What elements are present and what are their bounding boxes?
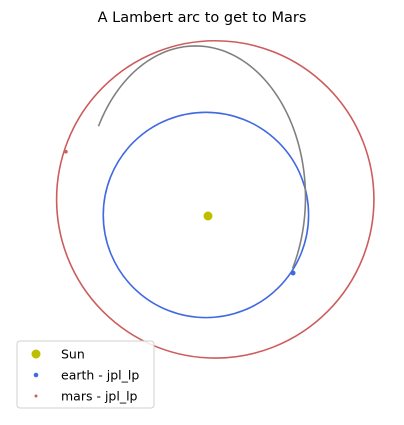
- legend-label-sun: Sun: [61, 347, 85, 362]
- legend-frame: [16, 340, 155, 409]
- earth-jpl-lp-marker: [290, 270, 296, 276]
- legend-marker-earth-jpl-lp: [33, 372, 39, 378]
- mars-jpl-lp-marker: [64, 149, 68, 154]
- chart-title: A Lambert arc to get to Mars: [98, 10, 307, 26]
- legend-marker-sun: [31, 349, 41, 359]
- sun-point: [203, 211, 213, 221]
- mars-jpl-lp-orbit: [55, 39, 375, 359]
- legend-label-earth-jpl-lp: earth - jpl_lp: [61, 368, 139, 383]
- orbits-layer: [55, 39, 375, 359]
- legend-marker-mars-jpl-lp: [34, 394, 38, 398]
- lambert-transfer-arc: [97, 45, 307, 269]
- plot-area: [55, 39, 375, 359]
- legend-label-mars-jpl-lp: mars - jpl_lp: [61, 389, 138, 404]
- earth-jpl-lp-orbit: [102, 111, 310, 319]
- markers-layer: [64, 149, 296, 276]
